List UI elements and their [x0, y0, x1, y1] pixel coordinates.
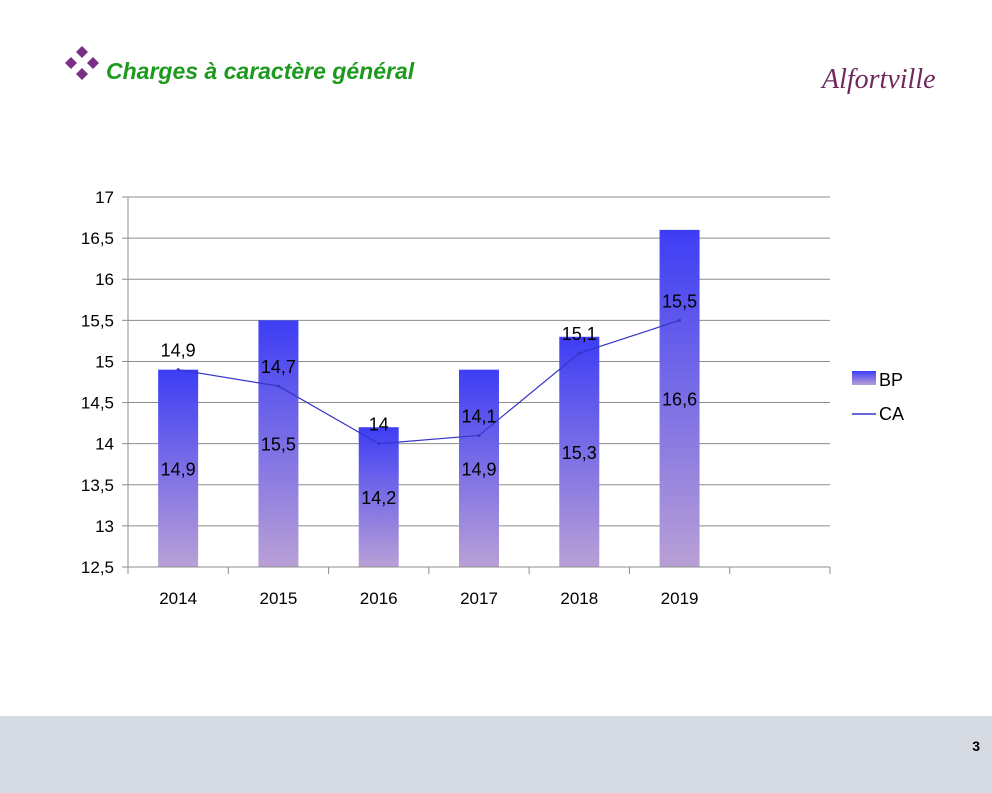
- bar-bp: [158, 369, 199, 567]
- y-tick-label: 15: [95, 352, 114, 371]
- y-tick-label: 15,5: [81, 311, 114, 330]
- footer-band: [0, 716, 992, 793]
- legend-label-bp: BP: [879, 370, 903, 390]
- point-ca: [377, 442, 381, 446]
- line-value-label: 14: [369, 415, 389, 435]
- legend-swatch-bp: [852, 371, 876, 385]
- x-tick-label: 2016: [360, 589, 398, 608]
- axes: 12,5 13 13,5 14 14,5 15 15,5 16 16,5 17 2014 2015 20…: [81, 188, 831, 608]
- data-labels: 14,9 15,5 14,2 14,9 15,3 16,6 14,9 14,7 14 14,1 15…: [161, 291, 697, 508]
- bar-value-label: 15,5: [261, 435, 296, 455]
- x-tick-label: 2017: [460, 589, 498, 608]
- y-tick-label: 16,5: [81, 229, 114, 248]
- y-tick-label: 17: [95, 188, 114, 207]
- bar-bp: [659, 229, 700, 567]
- point-ca: [276, 384, 280, 388]
- x-tick-label: 2018: [560, 589, 598, 608]
- line-value-label: 14,1: [461, 406, 496, 426]
- y-tick-label: 14: [95, 435, 114, 454]
- line-value-label: 14,9: [161, 341, 196, 361]
- diamond-cluster-icon: [65, 46, 99, 80]
- x-tick-label: 2015: [260, 589, 298, 608]
- line-value-label: 14,7: [261, 357, 296, 377]
- bar-bp: [358, 427, 399, 567]
- page-number: 3: [972, 738, 980, 754]
- bar-value-label: 15,3: [562, 443, 597, 463]
- line-value-label: 15,1: [562, 324, 597, 344]
- bar-bp: [258, 320, 299, 567]
- line-ca: [178, 319, 680, 445]
- legend: BP CA: [852, 370, 904, 424]
- bars: [158, 229, 700, 567]
- bar-value-label: 14,2: [361, 488, 396, 508]
- bullet-diamond: [76, 46, 88, 58]
- bar-value-label: 14,9: [461, 459, 496, 479]
- bullet-diamond: [65, 57, 77, 69]
- bar-bp: [559, 336, 600, 567]
- point-ca: [678, 318, 682, 322]
- y-tick-label: 13: [95, 517, 114, 536]
- x-tick-label: 2014: [159, 589, 197, 608]
- bullet-diamond: [76, 68, 88, 80]
- y-tick-label: 12,5: [81, 558, 114, 577]
- logo-text: Alfortville: [820, 64, 936, 95]
- bar-bp: [459, 369, 499, 567]
- point-ca: [477, 433, 481, 437]
- page-title: Charges à caractère général: [106, 58, 415, 84]
- point-ca: [176, 368, 180, 372]
- chart: 14,9 15,5 14,2 14,9 15,3 16,6 14,9 14,7 14 14,1 15…: [81, 188, 904, 608]
- y-tick-label: 14,5: [81, 394, 114, 413]
- point-ca: [577, 351, 581, 355]
- legend-label-ca: CA: [879, 404, 904, 424]
- bar-value-label: 14,9: [161, 459, 196, 479]
- bullet-diamond: [87, 57, 99, 69]
- y-tick-label: 16: [95, 270, 114, 289]
- alfortville-logo: Alfortville: [820, 64, 936, 95]
- line-value-label: 15,5: [662, 291, 697, 311]
- bar-value-label: 16,6: [662, 389, 697, 409]
- y-tick-label: 13,5: [81, 476, 114, 495]
- line-series: [176, 318, 682, 446]
- x-tick-label: 2019: [661, 589, 699, 608]
